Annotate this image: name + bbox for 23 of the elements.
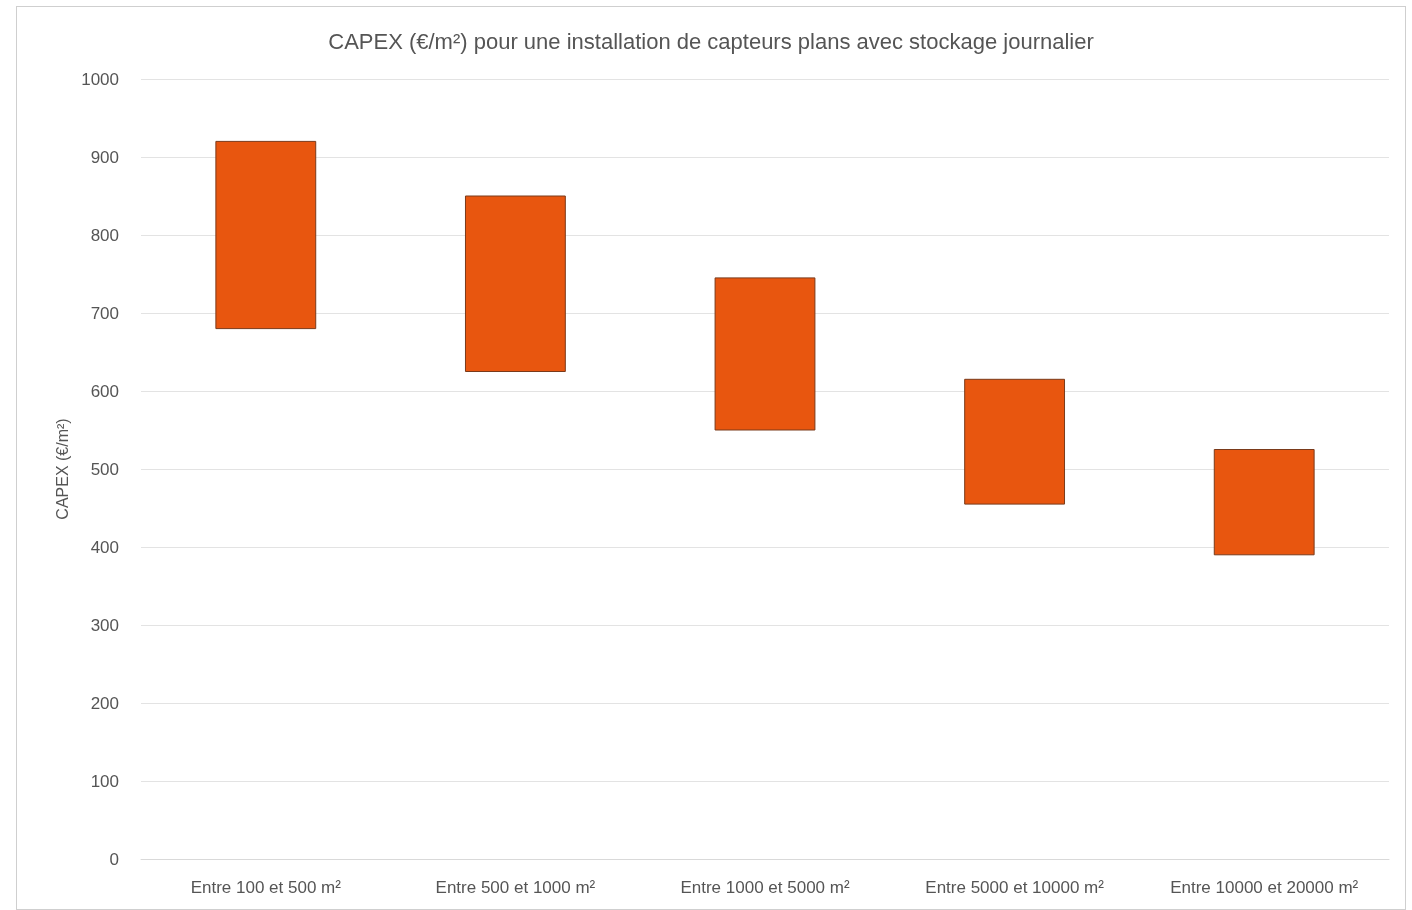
y-axis-title: CAPEX (€/m²): [53, 418, 71, 520]
y-tick-label: 900: [90, 147, 119, 167]
chart-title: CAPEX (€/m²) pour une installation de capteurs plans avec stockage journalier: [328, 28, 1094, 54]
x-tick-label: Entre 500 et 1000 m²: [435, 878, 596, 897]
bar: [215, 140, 317, 330]
x-tick-label: Entre 1000 et 5000 m²: [680, 878, 850, 897]
y-tick-label: 800: [90, 225, 119, 245]
x-tick-label: Entre 5000 et 10000 m²: [925, 878, 1105, 897]
bar: [464, 195, 566, 372]
y-tick-label: 600: [90, 381, 119, 401]
y-tick-label: 400: [90, 537, 119, 557]
y-tick-label: 500: [90, 459, 119, 479]
y-tick-label: 1000: [81, 69, 119, 89]
bar: [1213, 449, 1315, 556]
y-tick-label: 200: [90, 693, 119, 713]
bar: [964, 378, 1066, 505]
bar: [714, 277, 816, 431]
x-tick-label: Entre 100 et 500 m²: [190, 878, 342, 897]
y-tick-label: 300: [90, 615, 119, 635]
y-tick-label: 0: [109, 849, 119, 869]
x-tick-label: Entre 10000 et 20000 m²: [1170, 878, 1359, 897]
y-tick-label: 100: [90, 771, 119, 791]
y-tick-label: 700: [90, 303, 119, 323]
